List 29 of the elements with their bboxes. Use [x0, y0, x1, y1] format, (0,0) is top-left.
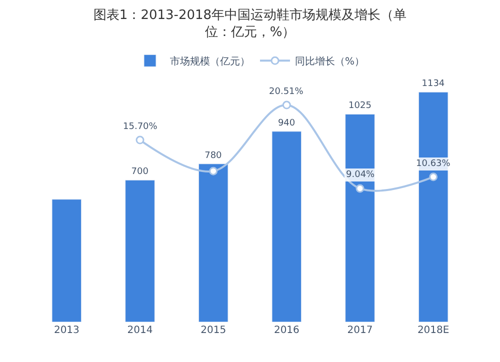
bar — [345, 114, 375, 322]
x-tick-label: 2014 — [127, 325, 153, 336]
data-label: 15.70% — [123, 122, 158, 132]
data-label: 1025 — [348, 101, 372, 112]
legend-label: 同比增长（%） — [295, 56, 365, 68]
point — [136, 136, 144, 144]
data-label: 780 — [204, 150, 222, 161]
bar — [198, 164, 228, 322]
point — [356, 184, 364, 193]
x-tick-label: 2016 — [274, 325, 300, 336]
data-label: 940 — [278, 118, 296, 128]
point — [209, 166, 218, 176]
bar — [125, 180, 155, 322]
chart-title: 图表1：2013-2018年中国运动鞋市场规模及增长（单位：亿元，%） — [93, 8, 407, 40]
data-label: 10.63% — [416, 159, 451, 169]
point — [282, 100, 291, 110]
x-tick-label: 2017 — [347, 325, 373, 336]
x-tick-label: 2015 — [200, 325, 226, 336]
point — [429, 172, 438, 182]
x-tick-label: 2018E — [417, 325, 450, 336]
data-label: 1134 — [422, 79, 445, 90]
legend-label: 市场规模（亿元） — [170, 56, 250, 68]
bar — [52, 199, 82, 322]
data-label: 20.51% — [269, 87, 304, 97]
data-label: 9.04% — [346, 170, 376, 180]
x-tick-label: 2013 — [54, 325, 80, 336]
bar — [418, 92, 448, 322]
data-label: 700 — [131, 167, 149, 178]
bar — [272, 131, 302, 322]
